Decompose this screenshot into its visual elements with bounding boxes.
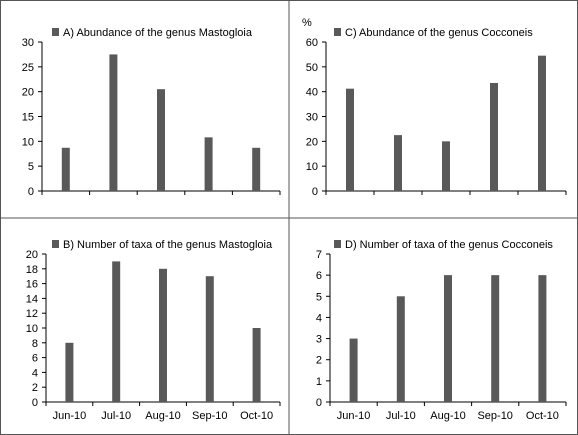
panel-d-bar-jul-10 [396,296,405,402]
panel-b-y-tick-label: 14 [26,293,38,305]
panel-b-mastogloia-taxa: 0 2 4 6 8 10 12 14 16 18 20 Jun-10 Jul-10 Aug-10 Sep-1… [26,239,281,422]
panel-b-y-tick-label: 16 [26,279,38,291]
panel-d-y-tick-label: 6 [316,270,322,282]
panel-c-y-tick-label: 20 [306,136,318,148]
panel-d-cocconeis-taxa: 0 1 2 3 4 5 6 7 Jun-10 Jul-10 Aug-10 Sep-10 Oct-10 D)… [316,239,567,422]
panel-d-y-tick-label: 0 [316,397,322,409]
panel-b-x-tick-label: Jun-10 [53,410,87,422]
panel-d-y-tick-label: 4 [316,312,322,324]
panel-c-y-unit: % [302,17,312,29]
panel-d-bar-jun-10 [349,338,358,402]
panel-a-legend-label: A) Abundance of the genus Mastogloia [63,27,253,39]
panel-b-legend-label: B) Number of taxa of the genus Mastogloi… [63,239,273,251]
panel-d-y-tick-label: 5 [316,291,322,303]
panel-c-y-tick-label: 60 [306,37,318,49]
panel-b-bar-jun-10 [65,342,74,402]
panel-c-bar-aug-10 [442,141,450,191]
panel-b-x-tick-label: Oct-10 [240,410,273,422]
panel-a-bar-sep-10 [204,137,213,191]
panel-d-bar-oct-10 [538,275,547,402]
panel-c-bar-sep-10 [490,82,498,191]
panel-b-bar-aug-10 [159,268,167,402]
panel-d-x-tick-label: Jul-10 [386,410,416,422]
panel-d-y-tick-label: 7 [316,249,322,261]
panel-b-y-tick-label: 8 [32,338,38,350]
panel-c-cocconeis-abundance: 0 10 20 30 40 50 60 C) Abundance of the genus C… [306,27,567,198]
panel-b-y-tick-label: 4 [32,367,38,379]
panel-b-y-tick-label: 12 [26,308,38,320]
panel-b-bar-jul-10 [112,261,121,402]
panel-a-bar-jun-10 [61,147,70,191]
panel-d-x-tick-label: Sep-10 [477,410,512,422]
panel-b-y-tick-label: 20 [26,249,38,261]
panel-a-y-tick-label: 5 [28,161,34,173]
panel-d-bar-sep-10 [491,275,500,402]
panel-d-legend-label: D) Number of taxa of the genus Cocconeis [345,239,553,251]
panel-c-y-tick-label: 30 [306,112,318,124]
panel-b-x-tick-label: Jul-10 [101,410,131,422]
panel-d-legend-swatch [334,240,341,248]
panel-d-y-tick-label: 3 [316,334,322,346]
panel-a-y-tick-label: 30 [22,37,34,49]
panel-d-x-tick-label: Jun-10 [337,410,371,422]
panel-a-y-tick-label: 10 [22,136,34,148]
panel-b-bar-oct-10 [252,328,261,402]
panel-d-bar-aug-10 [444,275,452,402]
panel-b-y-tick-label: 18 [26,264,38,276]
panel-b-y-tick-label: 10 [26,323,38,335]
panel-c-bar-jun-10 [346,88,354,191]
panel-b-y-tick-label: 0 [32,397,38,409]
panel-a-y-tick-label: 15 [22,112,34,124]
panel-c-y-tick-label: 10 [306,161,318,173]
panel-c-legend-label: C) Abundance of the genus Cocconeis [345,27,533,39]
panel-b-legend-swatch [52,240,59,248]
panel-d-x-tick-label: Aug-10 [430,410,465,422]
panel-b-x-tick-label: Aug-10 [145,410,180,422]
panel-a-y-tick-label: 25 [22,62,34,74]
panel-c-bar-oct-10 [538,55,546,192]
panel-c-y-tick-label: 50 [306,62,318,74]
panel-c-y-tick-label: 0 [312,186,318,198]
panel-c-legend-swatch [334,28,341,36]
panel-d-y-tick-label: 2 [316,355,322,367]
panel-a-y-tick-label: 20 [22,87,34,99]
panel-a-bar-oct-10 [252,147,261,191]
panel-b-y-tick-label: 6 [32,353,38,365]
panel-d-x-tick-label: Oct-10 [526,410,559,422]
panel-b-bar-sep-10 [205,276,214,402]
panel-d-y-tick-label: 1 [316,376,322,388]
panel-a-mastogloia-abundance: 0 5 10 15 20 25 30 A) Abundance of the genus Ma… [22,27,281,198]
panel-a-legend-swatch [52,28,59,36]
panel-a-bar-aug-10 [157,89,165,191]
panel-c-bar-jul-10 [394,135,402,191]
panel-a-y-tick-label: 0 [28,186,34,198]
panel-c-y-tick-label: 40 [306,87,318,99]
panel-b-y-tick-label: 2 [32,382,38,394]
panel-a-bar-jul-10 [109,54,118,191]
panel-b-x-tick-label: Sep-10 [192,410,227,422]
